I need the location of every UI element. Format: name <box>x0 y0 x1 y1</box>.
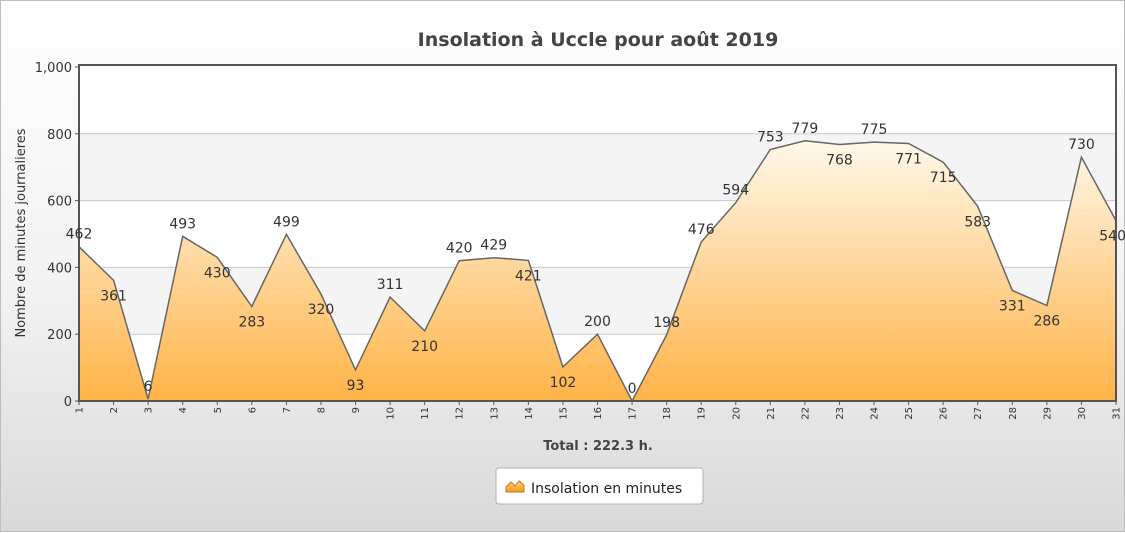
legend-box <box>495 467 704 505</box>
x-tick-label: 29 <box>1042 407 1053 420</box>
data-label: 198 <box>653 315 680 331</box>
x-tick-label: 28 <box>1008 407 1019 420</box>
x-axis-ticks: 1 2 3 4 5 6 7 8 9 10 11 12 13 14 15 16 17 18 19 20 21 22 23 24 2… <box>75 401 1123 420</box>
legend-label: Insolation en minutes <box>531 481 682 497</box>
area-fill <box>79 140 1116 402</box>
x-tick-label: 26 <box>939 407 950 420</box>
y-tick-label: 200 <box>47 328 72 343</box>
data-label: 768 <box>826 152 853 168</box>
y-tick-label: 400 <box>47 261 72 276</box>
data-label: 493 <box>169 216 196 232</box>
x-tick-label: 17 <box>628 407 639 420</box>
x-tick-label: 8 <box>316 407 327 413</box>
x-tick-label: 22 <box>800 407 811 420</box>
data-label: 715 <box>930 170 957 186</box>
data-label: 421 <box>515 268 542 284</box>
x-tick-label: 25 <box>904 407 915 420</box>
data-label: 0 <box>628 381 637 397</box>
data-label: 93 <box>347 378 365 394</box>
data-label: 775 <box>861 122 888 138</box>
x-tick-label: 1 <box>75 407 86 413</box>
data-label: 210 <box>411 339 438 355</box>
data-label: 779 <box>792 121 819 137</box>
data-label: 730 <box>1068 137 1095 153</box>
x-tick-label: 4 <box>178 407 189 413</box>
x-tick-label: 24 <box>870 407 881 420</box>
data-label: 361 <box>100 288 127 304</box>
x-tick-label: 23 <box>835 407 846 420</box>
x-tick-label: 7 <box>282 407 293 413</box>
x-tick-label: 18 <box>662 407 673 420</box>
data-label: 200 <box>584 314 611 330</box>
data-label: 320 <box>308 302 335 318</box>
x-tick-label: 15 <box>558 407 569 420</box>
y-tick-label: 800 <box>47 128 72 143</box>
total-label: Total : 222.3 h. <box>543 439 653 454</box>
x-tick-label: 19 <box>697 407 708 420</box>
data-label: 429 <box>480 238 507 254</box>
x-tick-label: 5 <box>213 407 224 413</box>
x-tick-label: 13 <box>489 407 500 420</box>
x-tick-label: 9 <box>351 407 362 413</box>
data-label: 583 <box>964 214 991 230</box>
x-tick-label: 20 <box>731 407 742 420</box>
x-tick-label: 10 <box>386 407 397 420</box>
x-tick-label: 11 <box>420 407 431 420</box>
data-label: 331 <box>999 298 1026 314</box>
x-tick-label: 21 <box>766 407 777 420</box>
y-tick-label: 1,000 <box>35 61 72 76</box>
y-axis-ticks: 0 200 400 600 800 1,000 <box>35 61 79 410</box>
area-series <box>78 140 1117 403</box>
y-tick-label: 600 <box>47 195 72 210</box>
data-labels: 462 361 6 493 430 283 499 320 93 311 210 420 429 421 1… <box>66 121 1125 397</box>
x-tick-label: 14 <box>524 407 535 420</box>
data-label: 771 <box>895 151 922 167</box>
data-label: 753 <box>757 129 784 145</box>
chart-title: Insolation à Uccle pour août 2019 <box>418 29 779 51</box>
y-tick-label: 0 <box>64 395 72 410</box>
data-label: 102 <box>550 375 577 391</box>
data-label: 462 <box>66 227 93 243</box>
x-tick-label: 30 <box>1077 407 1088 420</box>
x-tick-label: 12 <box>455 407 466 420</box>
y-axis-label: Nombre de minutes journalieres <box>14 128 29 337</box>
data-label: 286 <box>1033 313 1060 329</box>
x-tick-label: 31 <box>1112 407 1123 420</box>
data-label: 430 <box>204 265 231 281</box>
data-label: 420 <box>446 241 473 257</box>
x-tick-label: 3 <box>144 407 155 413</box>
data-label: 283 <box>238 314 265 330</box>
data-label: 499 <box>273 214 300 230</box>
x-tick-label: 27 <box>973 407 984 420</box>
data-label: 6 <box>144 379 153 395</box>
series-line <box>78 140 1117 403</box>
x-tick-label: 6 <box>247 407 258 413</box>
legend[interactable]: Insolation en minutes <box>495 467 704 505</box>
data-label: 476 <box>688 222 715 238</box>
data-label: 540 <box>1099 229 1125 245</box>
data-label: 311 <box>377 277 404 293</box>
x-tick-label: 16 <box>593 407 604 420</box>
data-label: 594 <box>722 183 749 199</box>
area-chart-icon <box>505 480 525 493</box>
x-tick-label: 2 <box>109 407 120 413</box>
